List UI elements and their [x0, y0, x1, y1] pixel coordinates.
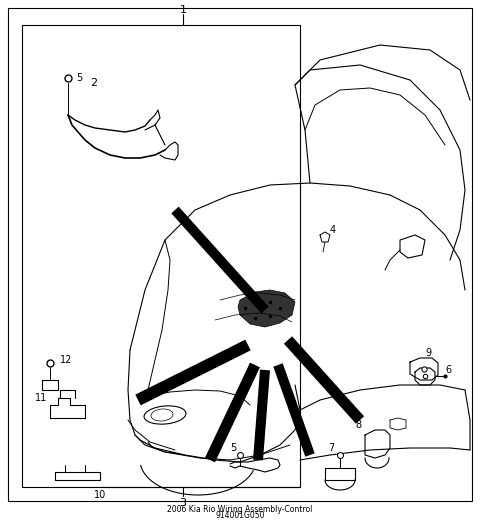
Text: 9: 9: [425, 348, 431, 358]
Text: 7: 7: [328, 443, 334, 453]
Polygon shape: [273, 363, 315, 457]
Polygon shape: [238, 290, 295, 327]
Text: 12: 12: [60, 355, 72, 365]
Text: 11: 11: [35, 393, 47, 403]
Polygon shape: [253, 369, 270, 461]
Polygon shape: [205, 363, 260, 462]
Bar: [22, 25, 300, 487]
Polygon shape: [284, 337, 364, 424]
Text: 3: 3: [180, 498, 187, 508]
Text: 6: 6: [445, 365, 451, 375]
Text: 8: 8: [355, 420, 361, 430]
Text: 5: 5: [76, 73, 82, 83]
Text: 4: 4: [330, 225, 336, 235]
Polygon shape: [171, 207, 269, 313]
Text: 2: 2: [90, 78, 97, 88]
Text: 914001G050: 914001G050: [215, 512, 265, 520]
Text: 10: 10: [94, 490, 106, 500]
Text: 5: 5: [230, 443, 236, 453]
Text: 1: 1: [180, 5, 187, 15]
Text: 2006 Kia Rio Wiring Assembly-Control: 2006 Kia Rio Wiring Assembly-Control: [168, 505, 312, 515]
Polygon shape: [135, 340, 251, 405]
